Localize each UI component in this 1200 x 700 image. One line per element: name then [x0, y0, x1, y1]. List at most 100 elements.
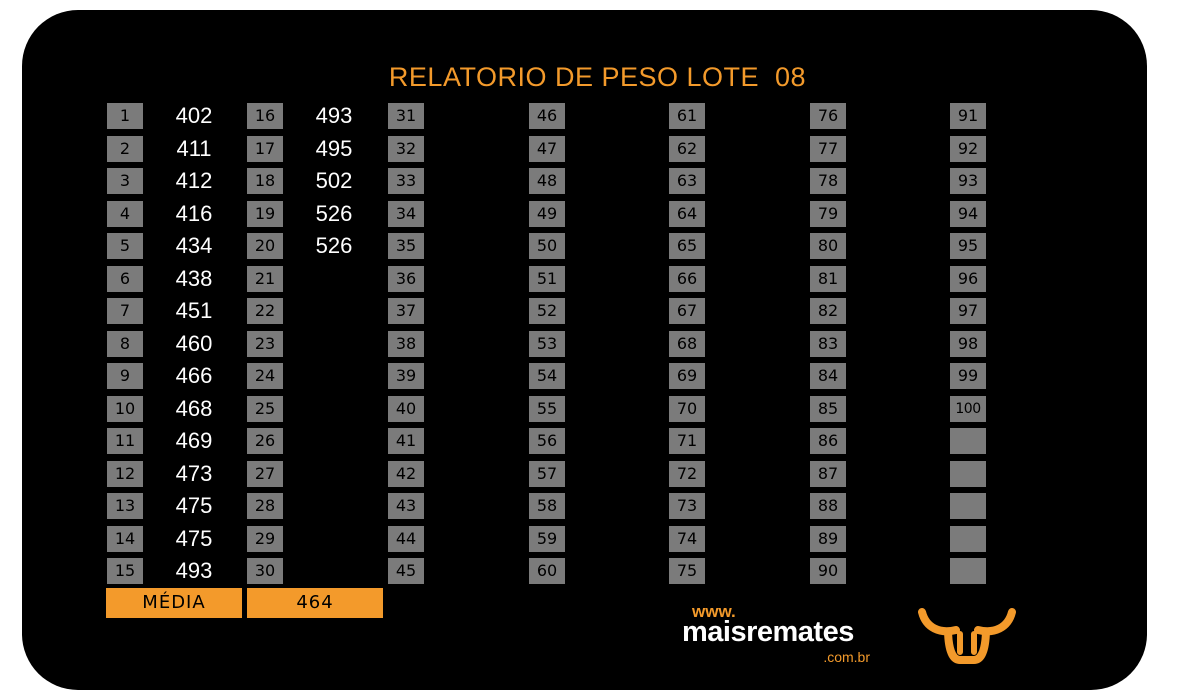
weight-value: 468 [175, 396, 213, 421]
slot-number: 65 [669, 233, 705, 259]
slot-number: 87 [810, 461, 846, 487]
slot-number: 80 [810, 233, 846, 259]
weight-value: 469 [175, 428, 213, 453]
report-title: RELATORIO DE PESO LOTE 08 [388, 62, 807, 92]
slot-number: 56 [529, 428, 565, 454]
slot-number: 74 [669, 526, 705, 552]
weight-value: 412 [175, 168, 213, 193]
slot-number: 79 [810, 201, 846, 227]
weight-value: 451 [175, 298, 213, 323]
slot-number: 13 [107, 493, 143, 519]
slot-number: 76 [810, 103, 846, 129]
slot-number: 42 [388, 461, 424, 487]
slot-number: 66 [669, 266, 705, 292]
weight-value: 493 [175, 558, 213, 583]
logo-www: www. [692, 602, 736, 621]
slot-number: 37 [388, 298, 424, 324]
slot-number: 69 [669, 363, 705, 389]
slot-number: 45 [388, 558, 424, 584]
slot-number: 25 [247, 396, 283, 422]
slot-number: 4 [107, 201, 143, 227]
slot-number: 24 [247, 363, 283, 389]
weight-value: 460 [175, 331, 213, 356]
slot-number: 85 [810, 396, 846, 422]
slot-number: 14 [107, 526, 143, 552]
slot-number: 3 [107, 168, 143, 194]
weight-value: 493 [315, 103, 353, 128]
slot-number: 6 [107, 266, 143, 292]
slot-number: 57 [529, 461, 565, 487]
slot-number: 86 [810, 428, 846, 454]
slot-number: 49 [529, 201, 565, 227]
slot-number: 94 [950, 201, 986, 227]
weight-value: 402 [175, 103, 213, 128]
slot-number: 34 [388, 201, 424, 227]
slot-number: 27 [247, 461, 283, 487]
slot-empty [950, 558, 986, 584]
slot-number: 54 [529, 363, 565, 389]
slot-number: 30 [247, 558, 283, 584]
slot-number: 98 [950, 331, 986, 357]
slot-number: 9 [107, 363, 143, 389]
slot-number: 43 [388, 493, 424, 519]
maisremates-logo: www. maisremates .com.br [680, 602, 880, 670]
slot-number: 82 [810, 298, 846, 324]
slot-number: 88 [810, 493, 846, 519]
slot-number: 32 [388, 136, 424, 162]
slot-number: 68 [669, 331, 705, 357]
slot-number: 62 [669, 136, 705, 162]
slot-number: 93 [950, 168, 986, 194]
weight-value: 526 [315, 233, 353, 258]
slot-number: 33 [388, 168, 424, 194]
slot-number: 48 [529, 168, 565, 194]
slot-number: 38 [388, 331, 424, 357]
slot-number: 75 [669, 558, 705, 584]
average-value: 464 [247, 588, 383, 618]
slot-number: 96 [950, 266, 986, 292]
logo-domain: .com.br [823, 649, 870, 665]
average-label: MÉDIA [106, 588, 242, 618]
slot-number: 73 [669, 493, 705, 519]
slot-empty [950, 526, 986, 552]
slot-number: 21 [247, 266, 283, 292]
weight-value: 466 [175, 363, 213, 388]
slot-number: 60 [529, 558, 565, 584]
slot-number: 18 [247, 168, 283, 194]
slot-number: 61 [669, 103, 705, 129]
slot-number: 47 [529, 136, 565, 162]
slot-number: 44 [388, 526, 424, 552]
slot-number: 100 [950, 396, 986, 422]
bull-icon [918, 608, 1016, 664]
slot-number: 58 [529, 493, 565, 519]
slot-number: 64 [669, 201, 705, 227]
slot-number: 31 [388, 103, 424, 129]
slot-number: 41 [388, 428, 424, 454]
slot-number: 22 [247, 298, 283, 324]
slot-number: 29 [247, 526, 283, 552]
slot-number: 26 [247, 428, 283, 454]
slot-number: 2 [107, 136, 143, 162]
slot-number: 52 [529, 298, 565, 324]
slot-number: 17 [247, 136, 283, 162]
slot-number: 51 [529, 266, 565, 292]
slot-number: 77 [810, 136, 846, 162]
slot-number: 11 [107, 428, 143, 454]
slot-number: 72 [669, 461, 705, 487]
slot-number: 23 [247, 331, 283, 357]
slot-number: 10 [107, 396, 143, 422]
slot-number: 5 [107, 233, 143, 259]
slot-number: 70 [669, 396, 705, 422]
slot-number: 39 [388, 363, 424, 389]
logo-name: maisremates [682, 616, 854, 648]
slot-number: 55 [529, 396, 565, 422]
slot-number: 83 [810, 331, 846, 357]
weight-value: 495 [315, 136, 353, 161]
slot-number: 1 [107, 103, 143, 129]
slot-number: 15 [107, 558, 143, 584]
slot-number: 67 [669, 298, 705, 324]
slot-number: 12 [107, 461, 143, 487]
slot-number: 81 [810, 266, 846, 292]
slot-empty [950, 493, 986, 519]
weight-value: 416 [175, 201, 213, 226]
slot-number: 99 [950, 363, 986, 389]
